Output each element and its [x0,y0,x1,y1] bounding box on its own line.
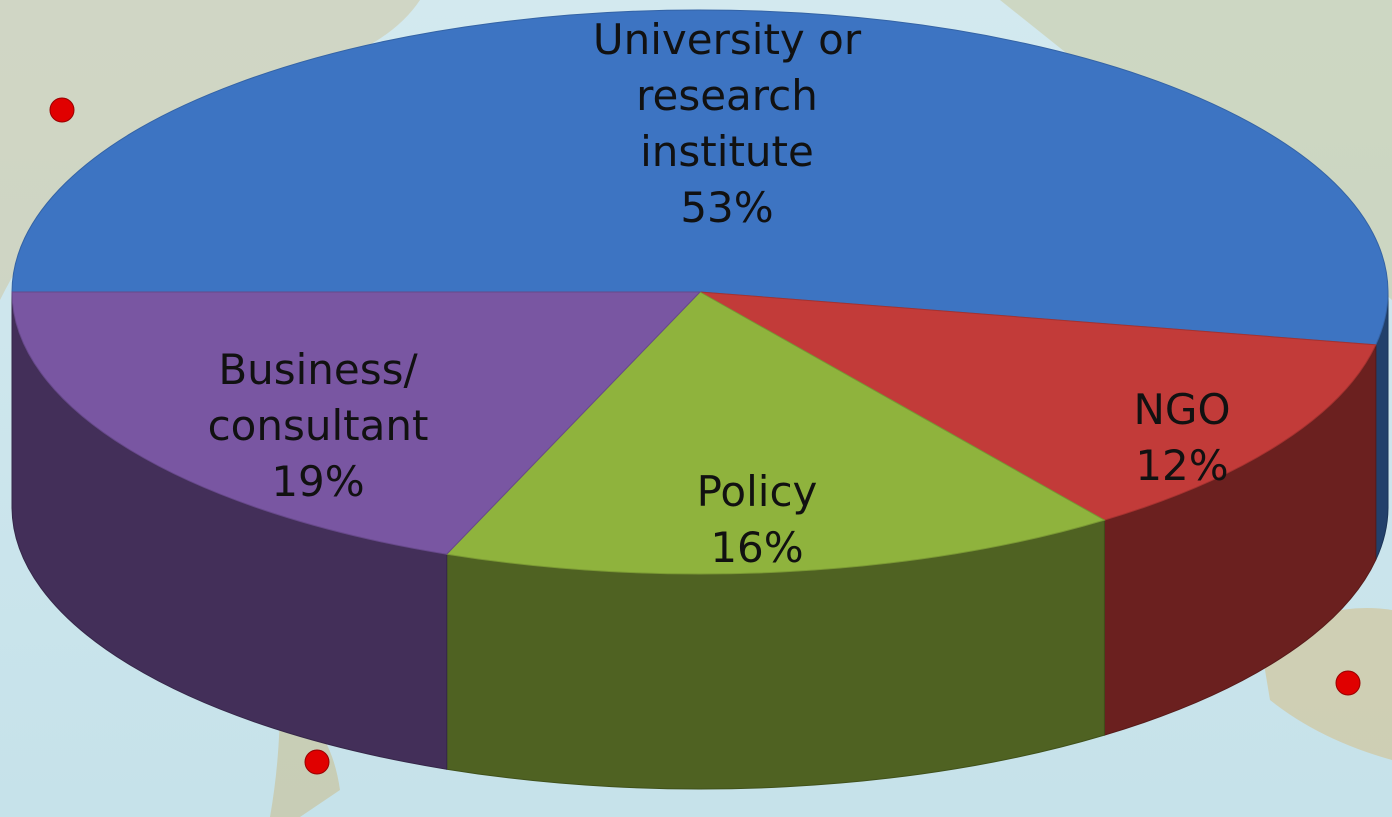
value-label: 16% [637,520,877,576]
value-label: 19% [193,454,443,510]
category-label: University or research institute [577,12,877,180]
category-label: Business/ consultant [193,342,443,454]
value-label: 53% [577,180,877,236]
map-dot [305,750,329,774]
category-label: NGO [1082,382,1282,438]
map-dot [50,98,74,122]
page: {"chart_data": {"type": "pie", "categori… [0,0,1392,817]
value-label: 12% [1082,438,1282,494]
map-dot [1336,671,1360,695]
category-label: Policy [637,464,877,520]
